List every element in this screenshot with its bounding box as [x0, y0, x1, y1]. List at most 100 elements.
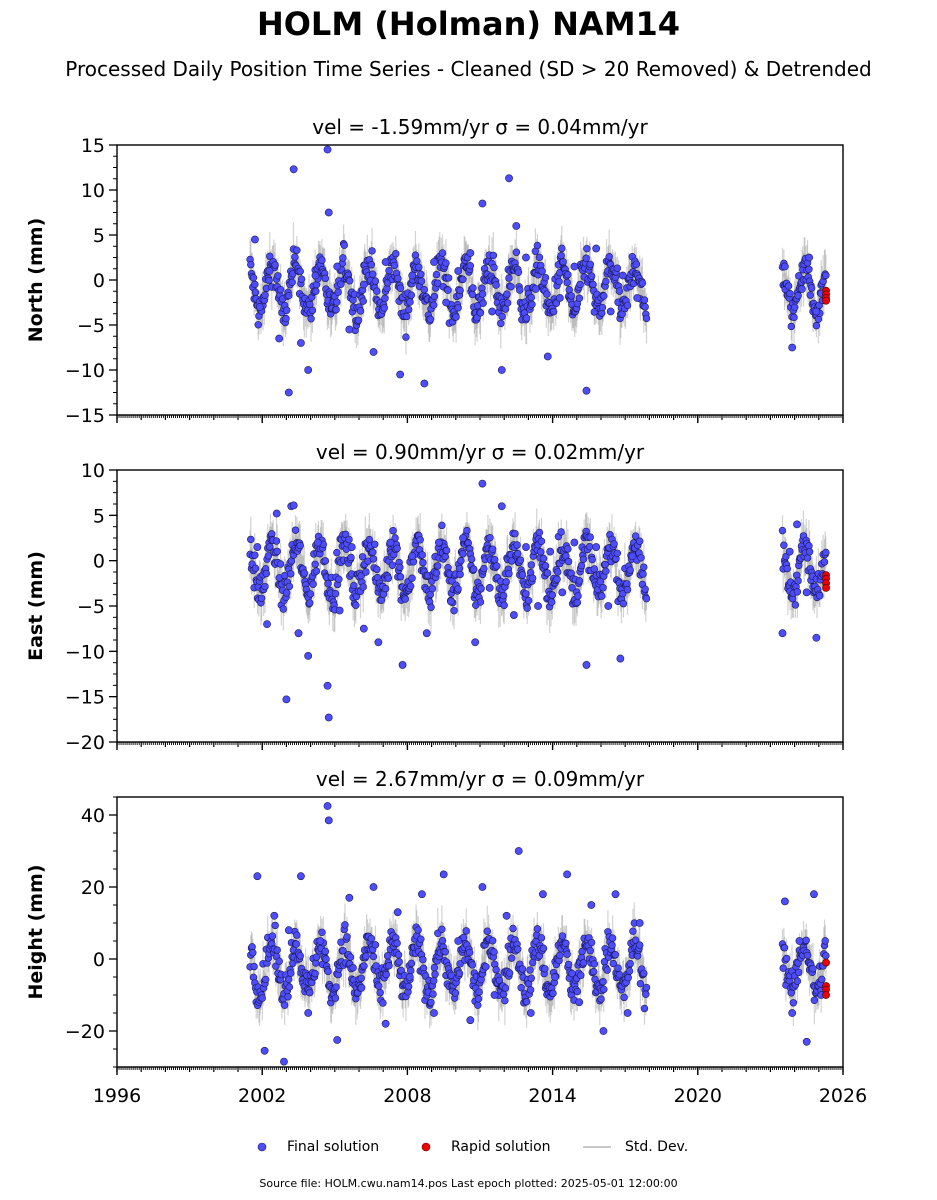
final-point [615, 287, 624, 295]
final-point [255, 303, 264, 311]
final-point [261, 291, 269, 299]
final-point [485, 583, 494, 592]
final-point [564, 557, 573, 566]
final-point [537, 934, 546, 942]
final-point [408, 552, 417, 561]
final-point [810, 996, 819, 1004]
final-point [503, 290, 511, 298]
final-point [514, 549, 522, 558]
final-point [795, 937, 804, 945]
final-point [265, 276, 273, 285]
final-point [340, 241, 348, 249]
final-point [429, 990, 437, 998]
final-point [476, 309, 485, 317]
final-point [247, 260, 255, 269]
final-point [541, 273, 550, 282]
y-tick-label: −20 [65, 1021, 105, 1043]
final-point [478, 883, 487, 891]
final-point [261, 582, 269, 591]
final-point [641, 585, 649, 593]
final-point [522, 253, 530, 262]
final-point [512, 248, 521, 256]
final-point [576, 280, 584, 289]
final-point [369, 883, 378, 891]
final-point [389, 527, 397, 535]
final-point [610, 540, 618, 548]
final-point [788, 1009, 797, 1017]
final-point [300, 569, 309, 577]
final-point [781, 897, 789, 906]
y-axis-label: Height (mm) [25, 864, 47, 999]
final-point [321, 947, 330, 956]
plot-area-east [246, 479, 830, 722]
final-point [272, 509, 281, 518]
final-point [563, 278, 571, 287]
final-point [292, 940, 300, 948]
final-point [805, 253, 814, 262]
final-point [367, 261, 376, 269]
final-point [518, 571, 527, 579]
final-point [555, 294, 564, 302]
final-point [562, 939, 570, 947]
y-tick-label: −10 [65, 641, 105, 663]
final-point [250, 962, 258, 971]
final-point [324, 713, 333, 722]
final-point [289, 165, 298, 174]
final-point [488, 545, 497, 553]
final-point [477, 585, 485, 593]
final-point [489, 251, 498, 260]
final-point [640, 969, 648, 978]
final-point [455, 969, 464, 978]
final-point [312, 953, 321, 961]
final-point [598, 592, 606, 600]
final-point [434, 562, 442, 570]
final-point [316, 937, 325, 945]
final-point [797, 285, 806, 293]
final-point [608, 934, 617, 942]
final-point [822, 271, 830, 279]
final-point [379, 999, 387, 1007]
final-point [606, 307, 615, 316]
final-point [537, 537, 546, 546]
final-point [354, 316, 363, 324]
final-point [349, 964, 357, 972]
final-point [279, 605, 288, 613]
final-point [306, 599, 314, 607]
final-point [362, 952, 370, 960]
final-point [514, 945, 522, 953]
final-point [417, 270, 425, 278]
final-point [282, 589, 291, 597]
final-point [408, 574, 416, 582]
final-point [444, 286, 452, 294]
final-point [432, 270, 441, 279]
final-point [552, 299, 561, 307]
final-point [407, 959, 416, 968]
final-point [538, 267, 546, 275]
final-point [454, 937, 463, 945]
final-point [430, 292, 439, 301]
final-point [557, 251, 565, 260]
final-point [345, 893, 354, 902]
final-point [359, 280, 368, 289]
final-point [587, 272, 596, 280]
final-point [786, 289, 794, 298]
final-point [577, 971, 585, 980]
y-tick-label: −15 [65, 405, 105, 427]
final-point [323, 681, 332, 690]
final-point [614, 964, 622, 972]
final-point [273, 547, 281, 556]
final-point [807, 284, 816, 292]
final-point [454, 304, 462, 312]
final-point [783, 564, 791, 573]
final-point [626, 566, 634, 574]
final-point [509, 924, 517, 933]
final-point [787, 322, 796, 331]
y-tick-label: −5 [77, 315, 105, 337]
final-point [537, 548, 545, 556]
final-point [791, 601, 800, 609]
final-point [793, 520, 801, 529]
final-point [586, 947, 594, 955]
final-point [476, 598, 485, 606]
final-point [802, 588, 811, 597]
final-point [589, 967, 598, 976]
